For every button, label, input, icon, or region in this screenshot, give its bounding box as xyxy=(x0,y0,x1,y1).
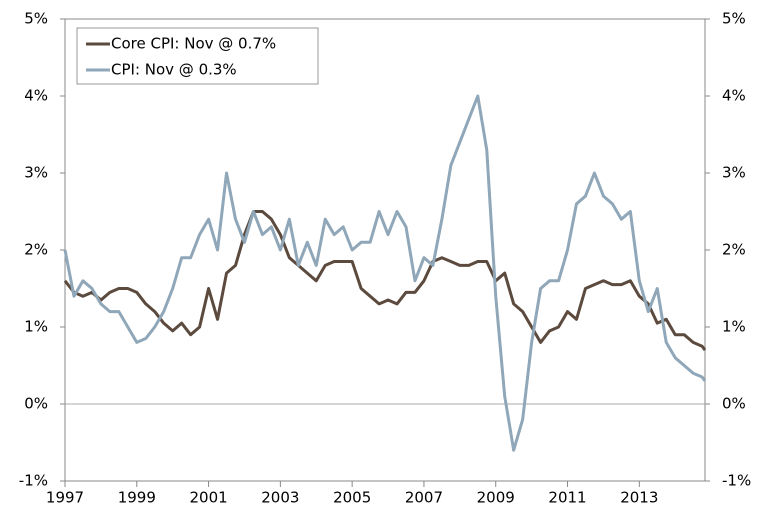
series-line xyxy=(63,210,707,351)
x-tick-label: 2013 xyxy=(620,489,658,507)
x-tick-label: 1999 xyxy=(118,489,156,507)
y2-tick-label: 3% xyxy=(722,164,746,182)
legend-label: CPI: Nov @ 0.3% xyxy=(111,61,237,79)
legend-label: Core CPI: Nov @ 0.7% xyxy=(111,35,276,53)
y2-tick-label: -1% xyxy=(722,472,751,490)
y-tick-label: 4% xyxy=(24,87,48,105)
y-tick-label: 1% xyxy=(24,318,48,336)
y-tick-label: 3% xyxy=(24,164,48,182)
legend-box xyxy=(76,27,319,85)
y2-tick-label: 4% xyxy=(722,87,746,105)
series-line xyxy=(63,94,707,452)
y-tick-label: 5% xyxy=(24,10,48,28)
y-tick-label: 0% xyxy=(24,395,48,413)
x-tick-label: 2005 xyxy=(333,489,371,507)
x-tick-label: 2003 xyxy=(261,489,299,507)
plot-frame xyxy=(64,18,706,482)
x-tick-label: 2009 xyxy=(477,489,515,507)
x-tick-label: 1997 xyxy=(46,489,84,507)
y2-tick-label: 1% xyxy=(722,318,746,336)
y2-tick-label: 2% xyxy=(722,241,746,259)
x-tick-label: 2011 xyxy=(548,489,586,507)
y-tick-label: 2% xyxy=(24,241,48,259)
y2-tick-label: 5% xyxy=(722,10,746,28)
y-tick-label: -1% xyxy=(19,472,48,490)
x-tick-label: 2001 xyxy=(189,489,227,507)
y2-tick-label: 0% xyxy=(722,395,746,413)
x-tick-label: 2007 xyxy=(405,489,443,507)
